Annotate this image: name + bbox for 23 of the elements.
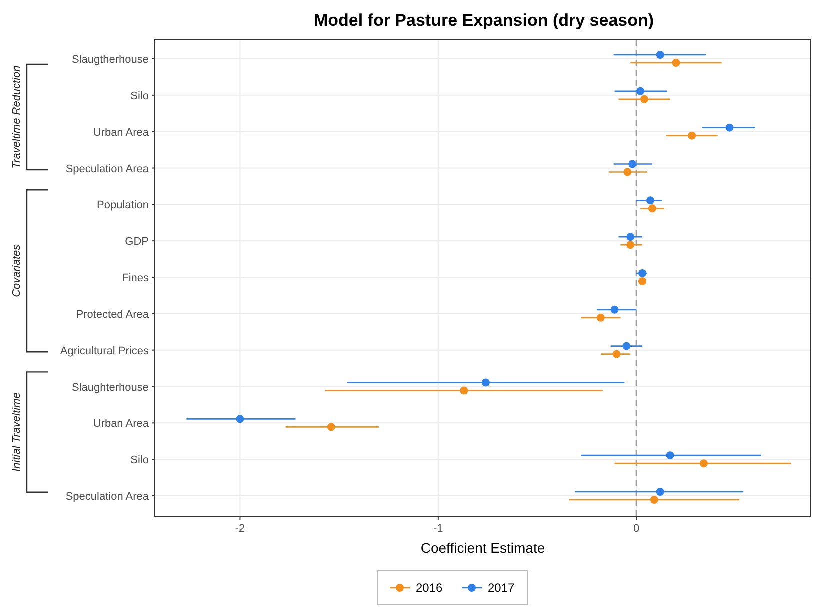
x-tick-label: -2: [235, 523, 246, 535]
text: Covariates: [11, 244, 23, 298]
y-tick-label: Urban Area: [93, 126, 150, 139]
y-tick-label: GDP: [125, 236, 149, 248]
y-tick-label: Slaughterhouse: [72, 382, 149, 394]
legend-label: 2016: [416, 581, 444, 595]
text: Traveltime Reduction: [11, 66, 23, 169]
y-tick-label: Protected Area: [76, 308, 150, 321]
y-tick-label: Urban Area: [93, 418, 150, 430]
x-tick-label: 0: [634, 523, 640, 535]
y-tick-label: Speculation Area: [66, 491, 150, 503]
x-tick-label: -1: [434, 523, 444, 535]
y-tick-label: Silo: [130, 90, 149, 102]
x-axis-title: Coefficient Estimate: [420, 540, 546, 556]
legend-label: 2017: [488, 581, 516, 595]
y-tick-label: Fines: [122, 272, 150, 284]
y-tick-label: Speculation Area: [66, 163, 150, 176]
y-tick-label: Silo: [130, 454, 149, 467]
y-tick-label: Population: [97, 200, 149, 212]
y-tick-label: Slaugtherhouse: [72, 54, 149, 66]
y-tick-label: Agricultural Prices: [60, 345, 150, 358]
text: Initial Traveltime: [11, 392, 23, 472]
chart-title: Model for Pasture Expansion (dry season): [314, 11, 654, 30]
